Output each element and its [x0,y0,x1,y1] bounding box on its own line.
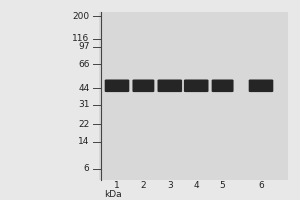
Text: 4: 4 [194,181,199,190]
FancyBboxPatch shape [105,79,129,92]
Text: 14: 14 [78,137,89,146]
Text: 200: 200 [72,12,89,21]
Text: 97: 97 [78,42,89,51]
Text: 31: 31 [78,100,89,109]
Text: 22: 22 [78,120,89,129]
Text: 1: 1 [114,181,120,190]
FancyBboxPatch shape [184,79,208,92]
Text: kDa: kDa [104,190,122,199]
Text: 6: 6 [258,181,264,190]
Text: 5: 5 [220,181,226,190]
Text: 6: 6 [84,164,89,173]
Text: 2: 2 [141,181,146,190]
Polygon shape [99,12,288,180]
FancyBboxPatch shape [133,79,154,92]
Text: 3: 3 [167,181,173,190]
Text: 116: 116 [72,34,89,43]
FancyBboxPatch shape [158,79,182,92]
Text: 44: 44 [78,84,89,93]
FancyBboxPatch shape [249,79,273,92]
FancyBboxPatch shape [212,79,233,92]
Text: 66: 66 [78,60,89,69]
